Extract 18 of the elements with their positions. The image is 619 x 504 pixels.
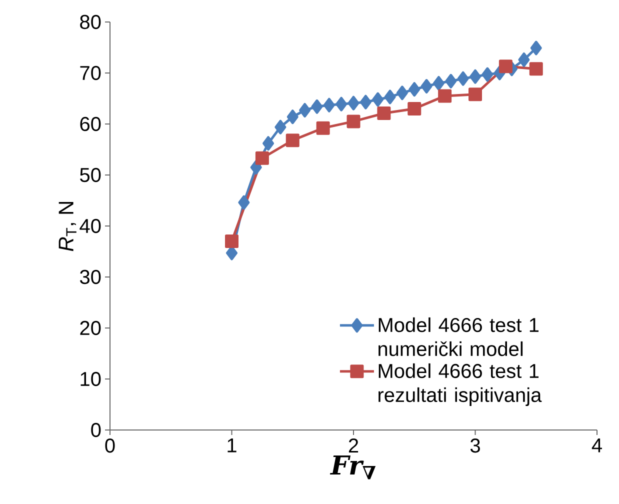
y-tick-label: 80 [80,14,101,30]
y-tick-label: 50 [80,168,101,182]
y-tick-label: 60 [80,116,101,132]
y-tick-label: 0 [91,422,101,438]
y-tick-label: 70 [80,66,101,80]
y-tick-label: 30 [80,270,101,284]
x-tick-label: 0 [105,438,115,453]
y-tick-label: 10 [80,372,101,386]
y-axis-title: R$_{T}$, N [58,202,76,252]
x-axis-title: Fr$_{∇}$ [330,456,376,480]
y-tick-label: 40 [80,218,101,234]
x-tick-label: 4 [592,438,602,452]
legend-label: Model 4666 test 1 numerički model [378,317,539,356]
legend-label: Model 4666 test 1 rezultati ispitivanja [378,363,542,406]
x-tick-label: 3 [470,438,480,453]
y-tick-label: 20 [80,320,101,336]
x-tick-label: 1 [228,438,236,452]
x-tick-label: 2 [348,438,358,452]
